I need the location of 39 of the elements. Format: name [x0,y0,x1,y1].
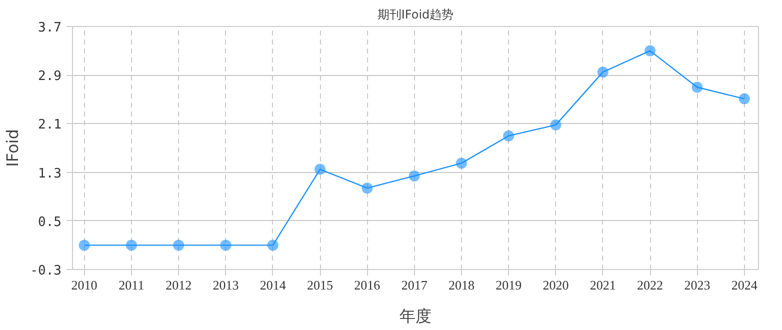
x-tick-label: 2018 [448,278,474,292]
x-tick-label: 2021 [590,278,616,292]
point [220,240,232,251]
x-tick-label: 2024 [731,278,758,292]
x-tick-label: 2011 [118,278,144,292]
x-tick-label: 2010 [71,278,98,292]
point [408,170,420,182]
x-tick-label: 2013 [212,278,239,292]
x-tick-label: 2016 [354,278,381,292]
y-tick-label: 3.7 [38,20,62,36]
point [597,66,608,78]
y-tick-label: 2.1 [38,118,62,133]
x-tick-label: 2012 [166,278,192,292]
x-tick-label: 2022 [637,278,664,292]
x-tick-label: 2019 [496,278,522,292]
x-tick-label: 2020 [542,278,569,292]
y-axis-title: IFoid [3,129,22,167]
point [738,93,750,104]
point [503,130,514,142]
x-tick-label: 2023 [684,278,710,292]
point [456,158,467,169]
x-tick-label: 2017 [401,278,428,292]
chart-title: 期刊IFoid趋势 [377,8,454,22]
point [692,82,703,93]
y-tick-label: -0.3 [30,264,62,278]
point [362,182,373,194]
point [314,164,326,175]
y-tick-label: 2.9 [38,69,62,84]
x-tick-label: 2015 [307,278,334,292]
point [173,240,184,251]
y-tick-label: 1.3 [38,166,62,182]
x-tick-label: 2014 [260,278,286,292]
point [267,240,278,251]
point [126,240,137,251]
point [78,240,90,251]
x-axis-title: 年度 [400,306,432,326]
point [644,45,656,56]
point [550,119,562,130]
y-tick-label: 0.5 [38,214,62,230]
